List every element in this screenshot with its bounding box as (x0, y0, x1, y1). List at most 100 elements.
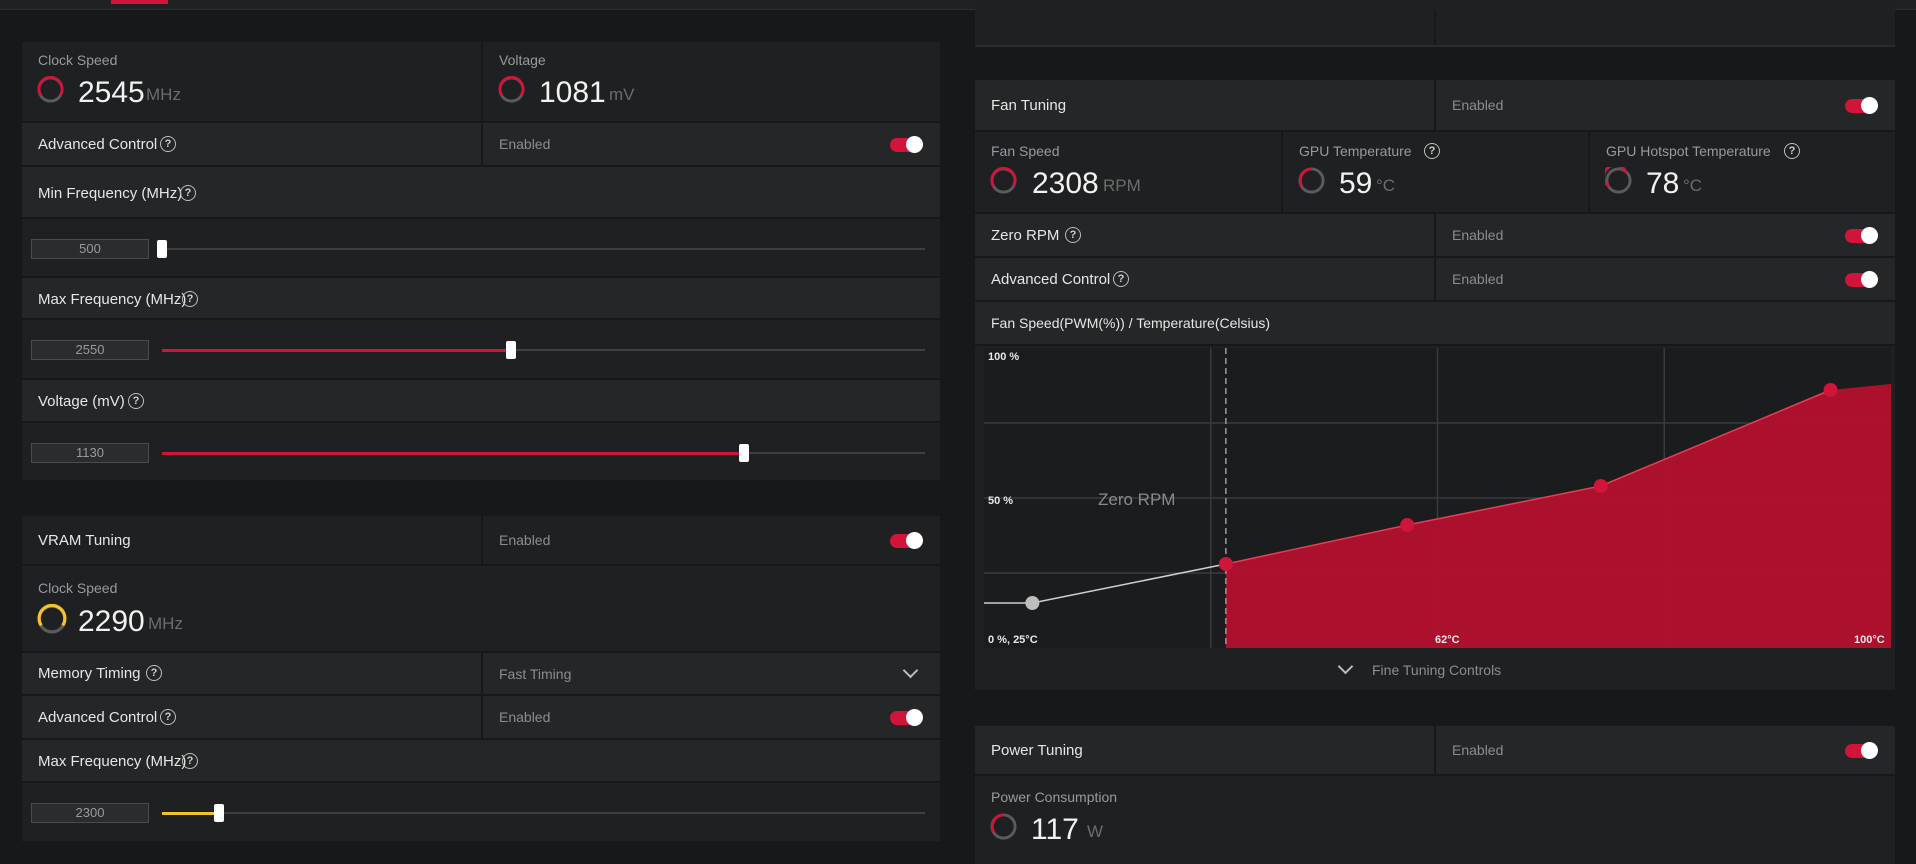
gpu-temperature-gauge-icon (1298, 167, 1325, 194)
power-title: Power Tuning (991, 742, 1083, 759)
fan-tuning-toggle[interactable] (1845, 97, 1878, 114)
fan-curve-point-1[interactable] (1400, 518, 1415, 532)
fine-tuning-controls-link[interactable]: Fine Tuning Controls (1372, 662, 1502, 678)
vram-clock-gauge-icon (37, 604, 67, 634)
gpu-advanced-control-status: Enabled (499, 136, 551, 152)
memory-timing-dropdown[interactable]: Fast Timing (481, 653, 940, 694)
voltage-value: 1081 (539, 76, 606, 109)
clock-speed-value: 2545 (78, 76, 145, 109)
power-tuning-toggle[interactable] (1845, 742, 1878, 759)
zero-rpm-line (1032, 563, 1227, 604)
voltage-mv-slider-thumb[interactable] (739, 444, 750, 462)
vram-max-frequency-slider[interactable] (162, 804, 925, 822)
fan-curve-svg[interactable]: 100 % 50 % 0 %, 25°C 62°C 100°C Zero RPM (984, 348, 1891, 648)
fan-advanced-control-toggle[interactable] (1845, 271, 1878, 288)
power-consumption-label: Power Consumption (991, 789, 1118, 805)
gpu-tuning-card: Clock Speed 2545 MHz Voltage 1081 mV Adv… (22, 42, 940, 480)
vram-advanced-control-toggle[interactable] (890, 709, 923, 726)
min-frequency-slider-thumb[interactable] (157, 240, 167, 258)
vram-clock-unit: MHz (148, 614, 183, 633)
vram-advanced-control-cell: Advanced Control (22, 696, 481, 738)
memory-timing-help-icon[interactable] (146, 665, 162, 681)
fan-speed-label: Fan Speed (991, 143, 1060, 159)
vram-max-frequency-header-row: Max Frequency (MHz) (22, 740, 940, 783)
vram-tuning-card: VRAM Tuning Enabled Clock Speed 2290 MHz… (22, 516, 940, 841)
gpu-temperature-unit: °C (1376, 176, 1396, 195)
power-tuning-card: Power Tuning Enabled Power Consumption 1… (975, 726, 1895, 864)
zero-rpm-point[interactable] (1025, 596, 1040, 610)
fan-curve-title: Fan Speed(PWM(%)) / Temperature(Celsius) (991, 315, 1271, 331)
chevron-down-icon (1337, 658, 1354, 675)
power-consumption-unit: W (1087, 822, 1104, 841)
clock-speed-stat: Clock Speed 2545 MHz (22, 42, 481, 121)
vram-advanced-control-status-cell: Enabled (481, 696, 940, 738)
max-frequency-slider[interactable] (162, 341, 925, 359)
min-frequency-input[interactable]: 500 (31, 239, 149, 259)
min-frequency-slider-row: 500 (22, 219, 940, 278)
min-frequency-header-row: Min Frequency (MHz) (22, 167, 940, 219)
fan-curve-point-0[interactable] (1218, 557, 1233, 571)
memory-timing-row: Memory Timing Fast Timing (22, 653, 940, 696)
vram-max-frequency-help-icon[interactable] (182, 753, 198, 769)
vram-advanced-control-help-icon[interactable] (160, 709, 176, 725)
voltage-mv-slider-fill (162, 451, 745, 455)
zero-rpm-label: Zero RPM (991, 227, 1060, 244)
zero-rpm-status: Enabled (1452, 227, 1504, 243)
max-frequency-slider-fill (162, 348, 511, 352)
fan-curve-chart[interactable]: 100 % 50 % 0 %, 25°C 62°C 100°C Zero RPM (984, 348, 1891, 648)
x-tick-label-62: 62°C (1435, 634, 1460, 646)
top-nav-bar (0, 0, 1916, 10)
clock-speed-label: Clock Speed (38, 52, 118, 68)
fan-advanced-control-label: Advanced Control (991, 271, 1111, 288)
vram-max-frequency-input[interactable]: 2300 (31, 803, 149, 823)
fan-speed-value: 2308 (1032, 167, 1099, 200)
gpu-temperature-stat: GPU Temperature 59 °C (1281, 132, 1588, 212)
gpu-advanced-control-help-icon[interactable] (160, 136, 176, 152)
power-consumption-row: Power Consumption 117 W (975, 776, 1895, 864)
y-tick-label-100: 100 % (988, 351, 1019, 363)
max-frequency-slider-thumb[interactable] (505, 341, 516, 359)
vram-advanced-control-row: Advanced Control Enabled (22, 696, 940, 740)
zero-rpm-help-icon[interactable] (1065, 227, 1081, 243)
voltage-mv-slider-row: 1130 (22, 423, 940, 480)
zero-rpm-status-cell: Enabled (1434, 214, 1895, 256)
fine-tuning-row[interactable]: Fine Tuning Controls (975, 650, 1895, 690)
fan-speed-stat: Fan Speed 2308 RPM (975, 132, 1281, 212)
zero-rpm-toggle[interactable] (1845, 227, 1878, 244)
power-header-row: Power Tuning Enabled (975, 726, 1895, 776)
memory-timing-label: Memory Timing (38, 665, 141, 682)
gpu-temperature-help-icon[interactable] (1424, 143, 1440, 159)
min-frequency-slider[interactable] (157, 240, 925, 258)
gpu-advanced-control-label: Advanced Control (38, 136, 158, 153)
gpu-hotspot-help-icon[interactable] (1784, 143, 1800, 159)
fan-title: Fan Tuning (991, 97, 1067, 114)
fan-status: Enabled (1452, 97, 1504, 113)
power-status-cell: Enabled (1434, 726, 1895, 774)
max-frequency-label: Max Frequency (MHz) (38, 291, 187, 308)
x-tick-label-100: 100°C (1854, 634, 1885, 646)
max-frequency-help-icon[interactable] (182, 291, 198, 307)
voltage-mv-help-icon[interactable] (128, 393, 144, 409)
zero-rpm-row: Zero RPM Enabled (975, 214, 1895, 258)
fan-advanced-control-help-icon[interactable] (1113, 271, 1129, 287)
vram-advanced-control-label: Advanced Control (38, 709, 158, 726)
vram-tuning-toggle[interactable] (890, 532, 923, 549)
clock-speed-unit: MHz (146, 85, 181, 104)
max-frequency-input[interactable]: 2550 (31, 340, 149, 360)
clock-speed-gauge-icon (37, 76, 64, 103)
voltage-mv-input[interactable]: 1130 (31, 443, 149, 463)
vram-max-frequency-slider-thumb[interactable] (214, 804, 225, 822)
fan-status-cell: Enabled (1434, 80, 1895, 130)
vram-status-cell: Enabled (481, 516, 940, 564)
fan-curve-title-row: Fan Speed(PWM(%)) / Temperature(Celsius) (975, 302, 1895, 346)
voltage-label: Voltage (499, 52, 546, 68)
voltage-mv-slider[interactable] (162, 444, 925, 462)
fan-curve-point-3[interactable] (1823, 383, 1838, 397)
fan-curve-point-2[interactable] (1593, 479, 1608, 493)
gpu-stats-row: Clock Speed 2545 MHz Voltage 1081 mV (22, 42, 940, 123)
memory-timing-label-cell: Memory Timing (22, 653, 481, 694)
zero-rpm-annotation: Zero RPM (1098, 490, 1175, 509)
y-tick-label-50: 50 % (988, 495, 1013, 507)
min-frequency-help-icon[interactable] (180, 185, 196, 201)
gpu-advanced-control-toggle[interactable] (890, 136, 923, 153)
